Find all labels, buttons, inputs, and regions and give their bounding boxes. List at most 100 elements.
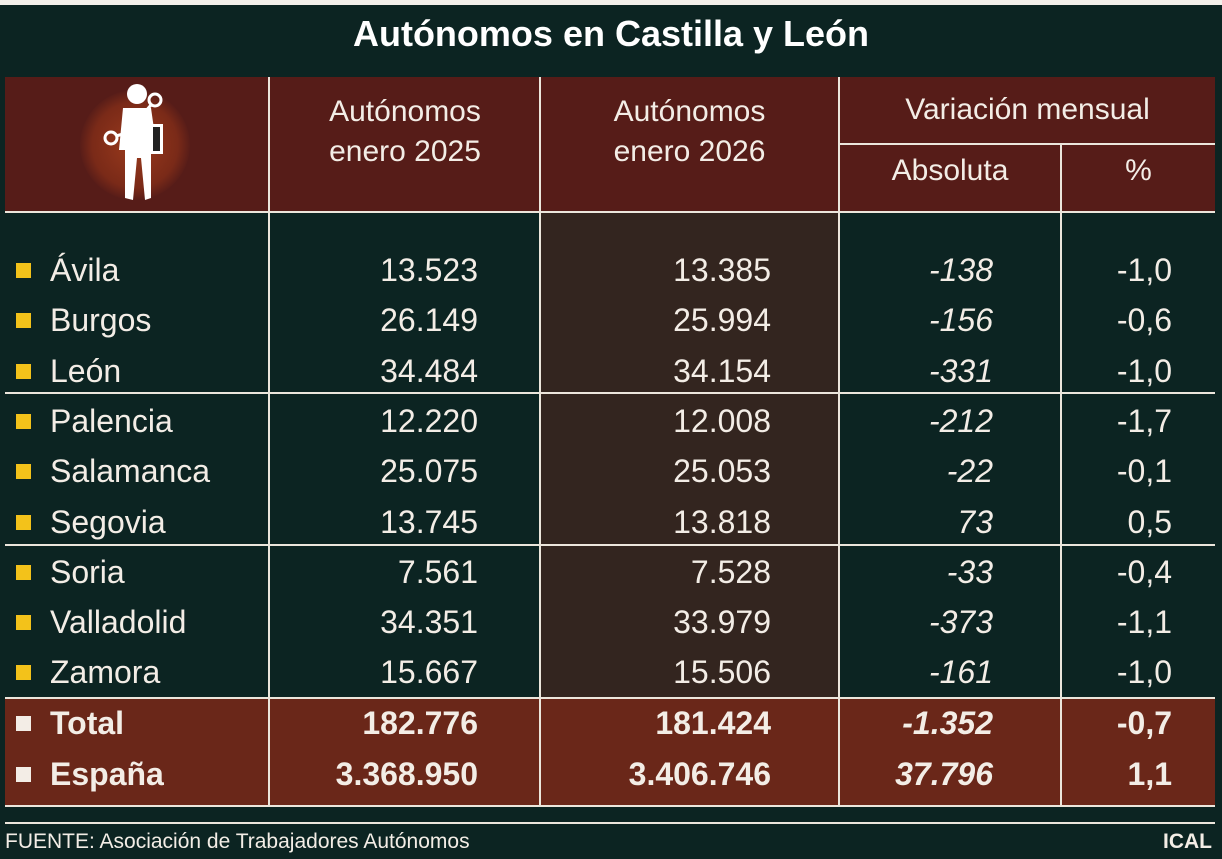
divider xyxy=(5,544,1215,546)
cell-abs: -1.352 xyxy=(902,705,993,741)
cell-name: Salamanca xyxy=(50,453,211,490)
divider xyxy=(5,822,1215,824)
bullet-marker xyxy=(16,665,31,681)
highlight-column-2026 xyxy=(541,213,838,697)
cell-y2026: 7.528 xyxy=(690,553,771,590)
header-2026-line1: Autónomos xyxy=(613,95,766,128)
table-row: Palencia 12.220 12.008 -212 -1,7 xyxy=(0,396,1222,446)
table-row: Valladolid 34.351 33.979 -373 -1,1 xyxy=(0,597,1222,647)
cell-y2026: 25.994 xyxy=(673,302,771,339)
cell-name: Total xyxy=(50,705,125,741)
cell-y2025: 34.351 xyxy=(380,604,478,641)
header-variation: Variación mensual xyxy=(905,93,1150,126)
table-row: Salamanca 25.075 25.053 -22 -0,1 xyxy=(0,446,1222,496)
header-percent: % xyxy=(1125,154,1152,187)
cell-y2026: 25.053 xyxy=(673,453,771,490)
cell-y2025: 15.667 xyxy=(380,654,478,691)
cell-y2026: 3.406.746 xyxy=(628,756,771,792)
cell-pct: -1,7 xyxy=(1116,402,1172,439)
bullet-marker xyxy=(16,564,31,580)
bullet-marker xyxy=(16,363,31,379)
cell-name: Segovia xyxy=(50,503,166,540)
header-absolute: Absoluta xyxy=(891,154,1009,187)
cell-name: Soria xyxy=(50,553,125,590)
cell-abs: -22 xyxy=(946,453,993,490)
bullet-marker xyxy=(16,615,31,631)
cell-pct: -1,1 xyxy=(1116,604,1172,641)
bullet-marker xyxy=(16,413,31,429)
cell-y2025: 3.368.950 xyxy=(335,756,478,792)
cell-abs: 37.796 xyxy=(895,756,993,792)
cell-pct: -1,0 xyxy=(1116,252,1172,288)
cell-pct: 0,5 xyxy=(1127,503,1172,540)
table-row: Total 182.776 181.424 -1.352 -0,7 xyxy=(0,698,1222,748)
cell-name: Ávila xyxy=(50,252,120,288)
credit: ICAL xyxy=(1163,830,1212,853)
cell-pct: -0,1 xyxy=(1116,453,1172,490)
divider xyxy=(5,697,1215,699)
cell-pct: 1,1 xyxy=(1127,756,1172,792)
cell-y2025: 25.075 xyxy=(380,453,478,490)
cell-abs: -331 xyxy=(928,352,993,389)
cell-pct: -1,0 xyxy=(1116,654,1172,691)
cell-pct: -0,7 xyxy=(1116,705,1172,741)
cell-y2026: 34.154 xyxy=(673,352,771,389)
table-row: Soria 7.561 7.528 -33 -0,4 xyxy=(0,547,1222,597)
header-2025-line2: enero 2025 xyxy=(329,135,481,168)
cell-name: León xyxy=(50,352,122,389)
bullet-marker xyxy=(16,263,31,278)
cell-name: España xyxy=(50,756,164,792)
table-row: Ávila 13.523 13.385 -138 -1,0 xyxy=(0,245,1222,295)
table-row: España 3.368.950 3.406.746 37.796 1,1 xyxy=(0,749,1222,799)
cell-y2025: 12.220 xyxy=(380,402,478,439)
cell-abs: -212 xyxy=(928,402,993,439)
totals-band xyxy=(5,698,1215,805)
header-2026-line2: enero 2026 xyxy=(613,135,766,168)
cell-name: Zamora xyxy=(50,654,161,691)
table-row: Burgos 26.149 25.994 -156 -0,6 xyxy=(0,295,1222,345)
cell-pct: -1,0 xyxy=(1116,352,1172,389)
header-2026: Autónomos enero 2026 xyxy=(541,92,838,172)
cell-abs: 73 xyxy=(957,503,993,540)
cell-pct: -0,6 xyxy=(1116,302,1172,339)
cell-y2025: 34.484 xyxy=(380,352,478,389)
bullet-marker xyxy=(16,716,31,731)
bullet-marker xyxy=(16,514,31,530)
source-note: FUENTE: Asociación de Trabajadores Autón… xyxy=(5,830,470,853)
cell-y2025: 13.523 xyxy=(380,252,478,288)
cell-y2026: 13.818 xyxy=(673,503,771,540)
divider xyxy=(838,77,840,805)
cell-y2026: 181.424 xyxy=(655,705,771,741)
bullet-marker xyxy=(16,767,31,782)
cell-y2025: 182.776 xyxy=(362,705,478,741)
cell-y2026: 13.385 xyxy=(673,252,771,288)
cell-name: Valladolid xyxy=(50,604,187,641)
table-row: Zamora 15.667 15.506 -161 -1,0 xyxy=(0,647,1222,697)
header-2025: Autónomos enero 2025 xyxy=(270,92,540,172)
cell-y2026: 12.008 xyxy=(673,402,771,439)
self-employed-worker-icon xyxy=(103,84,163,200)
cell-pct: -0,4 xyxy=(1116,553,1172,590)
cell-abs: -138 xyxy=(928,252,993,288)
cell-abs: -156 xyxy=(928,302,993,339)
cell-abs: -33 xyxy=(946,553,993,590)
cell-name: Burgos xyxy=(50,302,152,339)
cell-y2025: 13.745 xyxy=(380,503,478,540)
cell-y2025: 26.149 xyxy=(380,302,478,339)
cell-abs: -373 xyxy=(928,604,993,641)
cell-y2025: 7.561 xyxy=(397,553,478,590)
divider xyxy=(268,77,270,805)
header-2025-line1: Autónomos xyxy=(329,95,481,128)
cell-abs: -161 xyxy=(928,654,993,691)
bullet-marker xyxy=(16,464,31,480)
top-rule xyxy=(0,0,1222,5)
cell-y2026: 15.506 xyxy=(673,654,771,691)
table-row: León 34.484 34.154 -331 -1,0 xyxy=(0,346,1222,396)
table-row: Segovia 13.745 13.818 73 0,5 xyxy=(0,497,1222,547)
page-title: Autónomos en Castilla y León xyxy=(352,13,870,54)
divider xyxy=(838,143,1215,145)
divider xyxy=(5,805,1215,807)
bullet-marker xyxy=(16,313,31,329)
cell-y2026: 33.979 xyxy=(673,604,771,641)
cell-name: Palencia xyxy=(50,402,173,439)
